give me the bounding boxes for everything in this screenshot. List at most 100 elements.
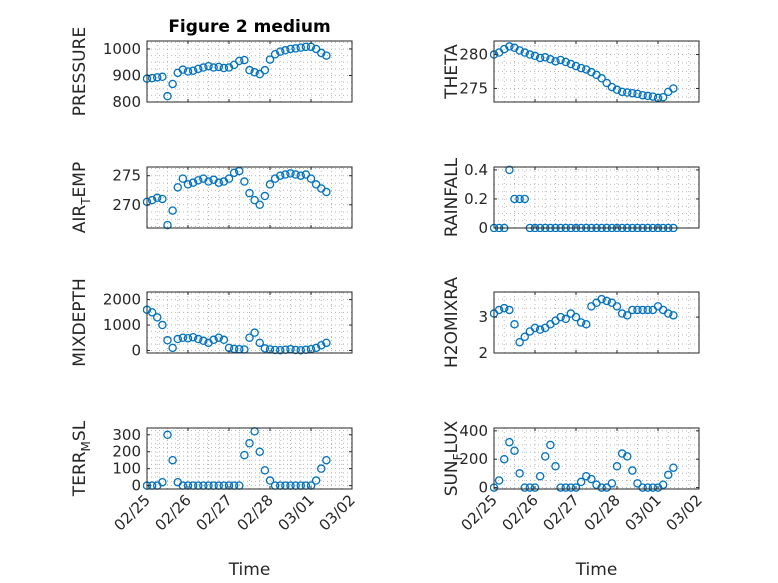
data-point bbox=[561, 57, 571, 67]
data-point bbox=[199, 336, 208, 346]
data-point bbox=[515, 337, 524, 347]
data-point bbox=[158, 477, 167, 487]
data-point bbox=[623, 88, 632, 97]
data-point bbox=[270, 345, 280, 355]
x-tick-label: 03/01 bbox=[275, 491, 318, 534]
data-point bbox=[147, 308, 157, 317]
y-tick-label: 200 bbox=[112, 443, 141, 461]
data-point bbox=[530, 51, 540, 61]
x-axis-label: Time bbox=[575, 560, 618, 580]
y-tick-label: 270 bbox=[112, 196, 141, 214]
data-point bbox=[199, 63, 208, 72]
data-point bbox=[669, 463, 678, 472]
data-point bbox=[275, 171, 285, 180]
data-point bbox=[316, 48, 326, 58]
data-point bbox=[245, 333, 254, 342]
data-point bbox=[255, 200, 264, 210]
data-point bbox=[664, 470, 673, 480]
data-point bbox=[597, 294, 606, 304]
data-point bbox=[193, 176, 203, 185]
data-point bbox=[612, 302, 622, 311]
data-point bbox=[658, 480, 668, 489]
data-point bbox=[311, 44, 321, 54]
data-point bbox=[638, 90, 647, 100]
y-tick-label: 400 bbox=[459, 422, 488, 440]
data-point bbox=[173, 334, 182, 344]
axes-frame bbox=[146, 427, 353, 490]
data-point bbox=[183, 180, 193, 189]
data-point bbox=[163, 336, 172, 345]
data-point bbox=[648, 305, 658, 315]
data-point bbox=[245, 188, 254, 198]
data-point bbox=[322, 455, 331, 465]
data-point bbox=[291, 170, 300, 179]
data-point bbox=[265, 476, 275, 485]
y-axis-label: PRESSURE bbox=[70, 27, 90, 116]
data-point bbox=[602, 296, 612, 306]
x-tick-label: 02/25 bbox=[458, 491, 501, 534]
x-tick-label: 02/26 bbox=[499, 491, 542, 534]
y-tick-label: 300 bbox=[112, 426, 141, 444]
data-point bbox=[633, 305, 642, 315]
data-point bbox=[255, 447, 264, 456]
subplot-5: 0 1000 2000 MIXDEPTH bbox=[70, 278, 353, 367]
y-axis-label: RAINFALL bbox=[442, 157, 462, 237]
subplot-3: 270 275 AIRTEMP bbox=[70, 162, 353, 233]
data-point bbox=[566, 483, 576, 492]
y-axis-label: AIRTEMP bbox=[70, 162, 93, 233]
data-point bbox=[643, 91, 653, 101]
data-point bbox=[224, 174, 234, 183]
data-point bbox=[546, 55, 555, 64]
data-point bbox=[152, 193, 162, 203]
data-point bbox=[316, 341, 326, 350]
data-point bbox=[322, 338, 331, 348]
data-point bbox=[255, 338, 264, 348]
subplot-6: 2 3 H2OMIXRA bbox=[442, 277, 700, 368]
x-tick-label: 03/01 bbox=[622, 491, 665, 534]
data-point bbox=[147, 73, 157, 83]
y-tick-label: 1000 bbox=[103, 316, 141, 334]
data-point bbox=[281, 46, 290, 55]
data-point bbox=[322, 187, 331, 197]
data-point bbox=[281, 170, 290, 179]
data-point bbox=[316, 464, 326, 473]
data-point bbox=[260, 466, 270, 475]
data-point bbox=[250, 427, 259, 436]
data-point bbox=[209, 335, 218, 345]
y-tick-label: 275 bbox=[459, 79, 488, 97]
data-point bbox=[163, 220, 172, 230]
data-point bbox=[147, 195, 157, 205]
data-point bbox=[152, 313, 162, 322]
data-point bbox=[250, 68, 259, 77]
y-tick-label: 275 bbox=[112, 167, 141, 185]
data-point bbox=[224, 63, 234, 72]
x-tick-label: 03/02 bbox=[316, 491, 359, 534]
data-point bbox=[633, 479, 642, 488]
axes-frame bbox=[146, 291, 353, 354]
data-point bbox=[525, 483, 535, 492]
data-point bbox=[168, 206, 177, 215]
data-point bbox=[275, 345, 285, 355]
x-tick-label: 02/27 bbox=[193, 491, 236, 534]
x-tick-label: 02/26 bbox=[152, 491, 195, 534]
data-point bbox=[193, 64, 203, 74]
series-points bbox=[490, 165, 678, 232]
data-point bbox=[658, 305, 668, 315]
y-axis-label: THETA bbox=[442, 44, 462, 100]
data-point bbox=[193, 334, 203, 344]
data-point bbox=[158, 72, 167, 82]
data-point bbox=[576, 318, 586, 327]
data-point bbox=[587, 302, 596, 311]
data-point bbox=[158, 320, 167, 330]
data-point bbox=[648, 483, 658, 492]
y-tick-label: 900 bbox=[112, 66, 141, 84]
y-tick-label: 2000 bbox=[103, 291, 141, 309]
data-point bbox=[265, 55, 275, 64]
data-point bbox=[602, 483, 612, 492]
data-point bbox=[311, 180, 321, 189]
data-point bbox=[638, 305, 647, 315]
data-point bbox=[301, 42, 311, 52]
